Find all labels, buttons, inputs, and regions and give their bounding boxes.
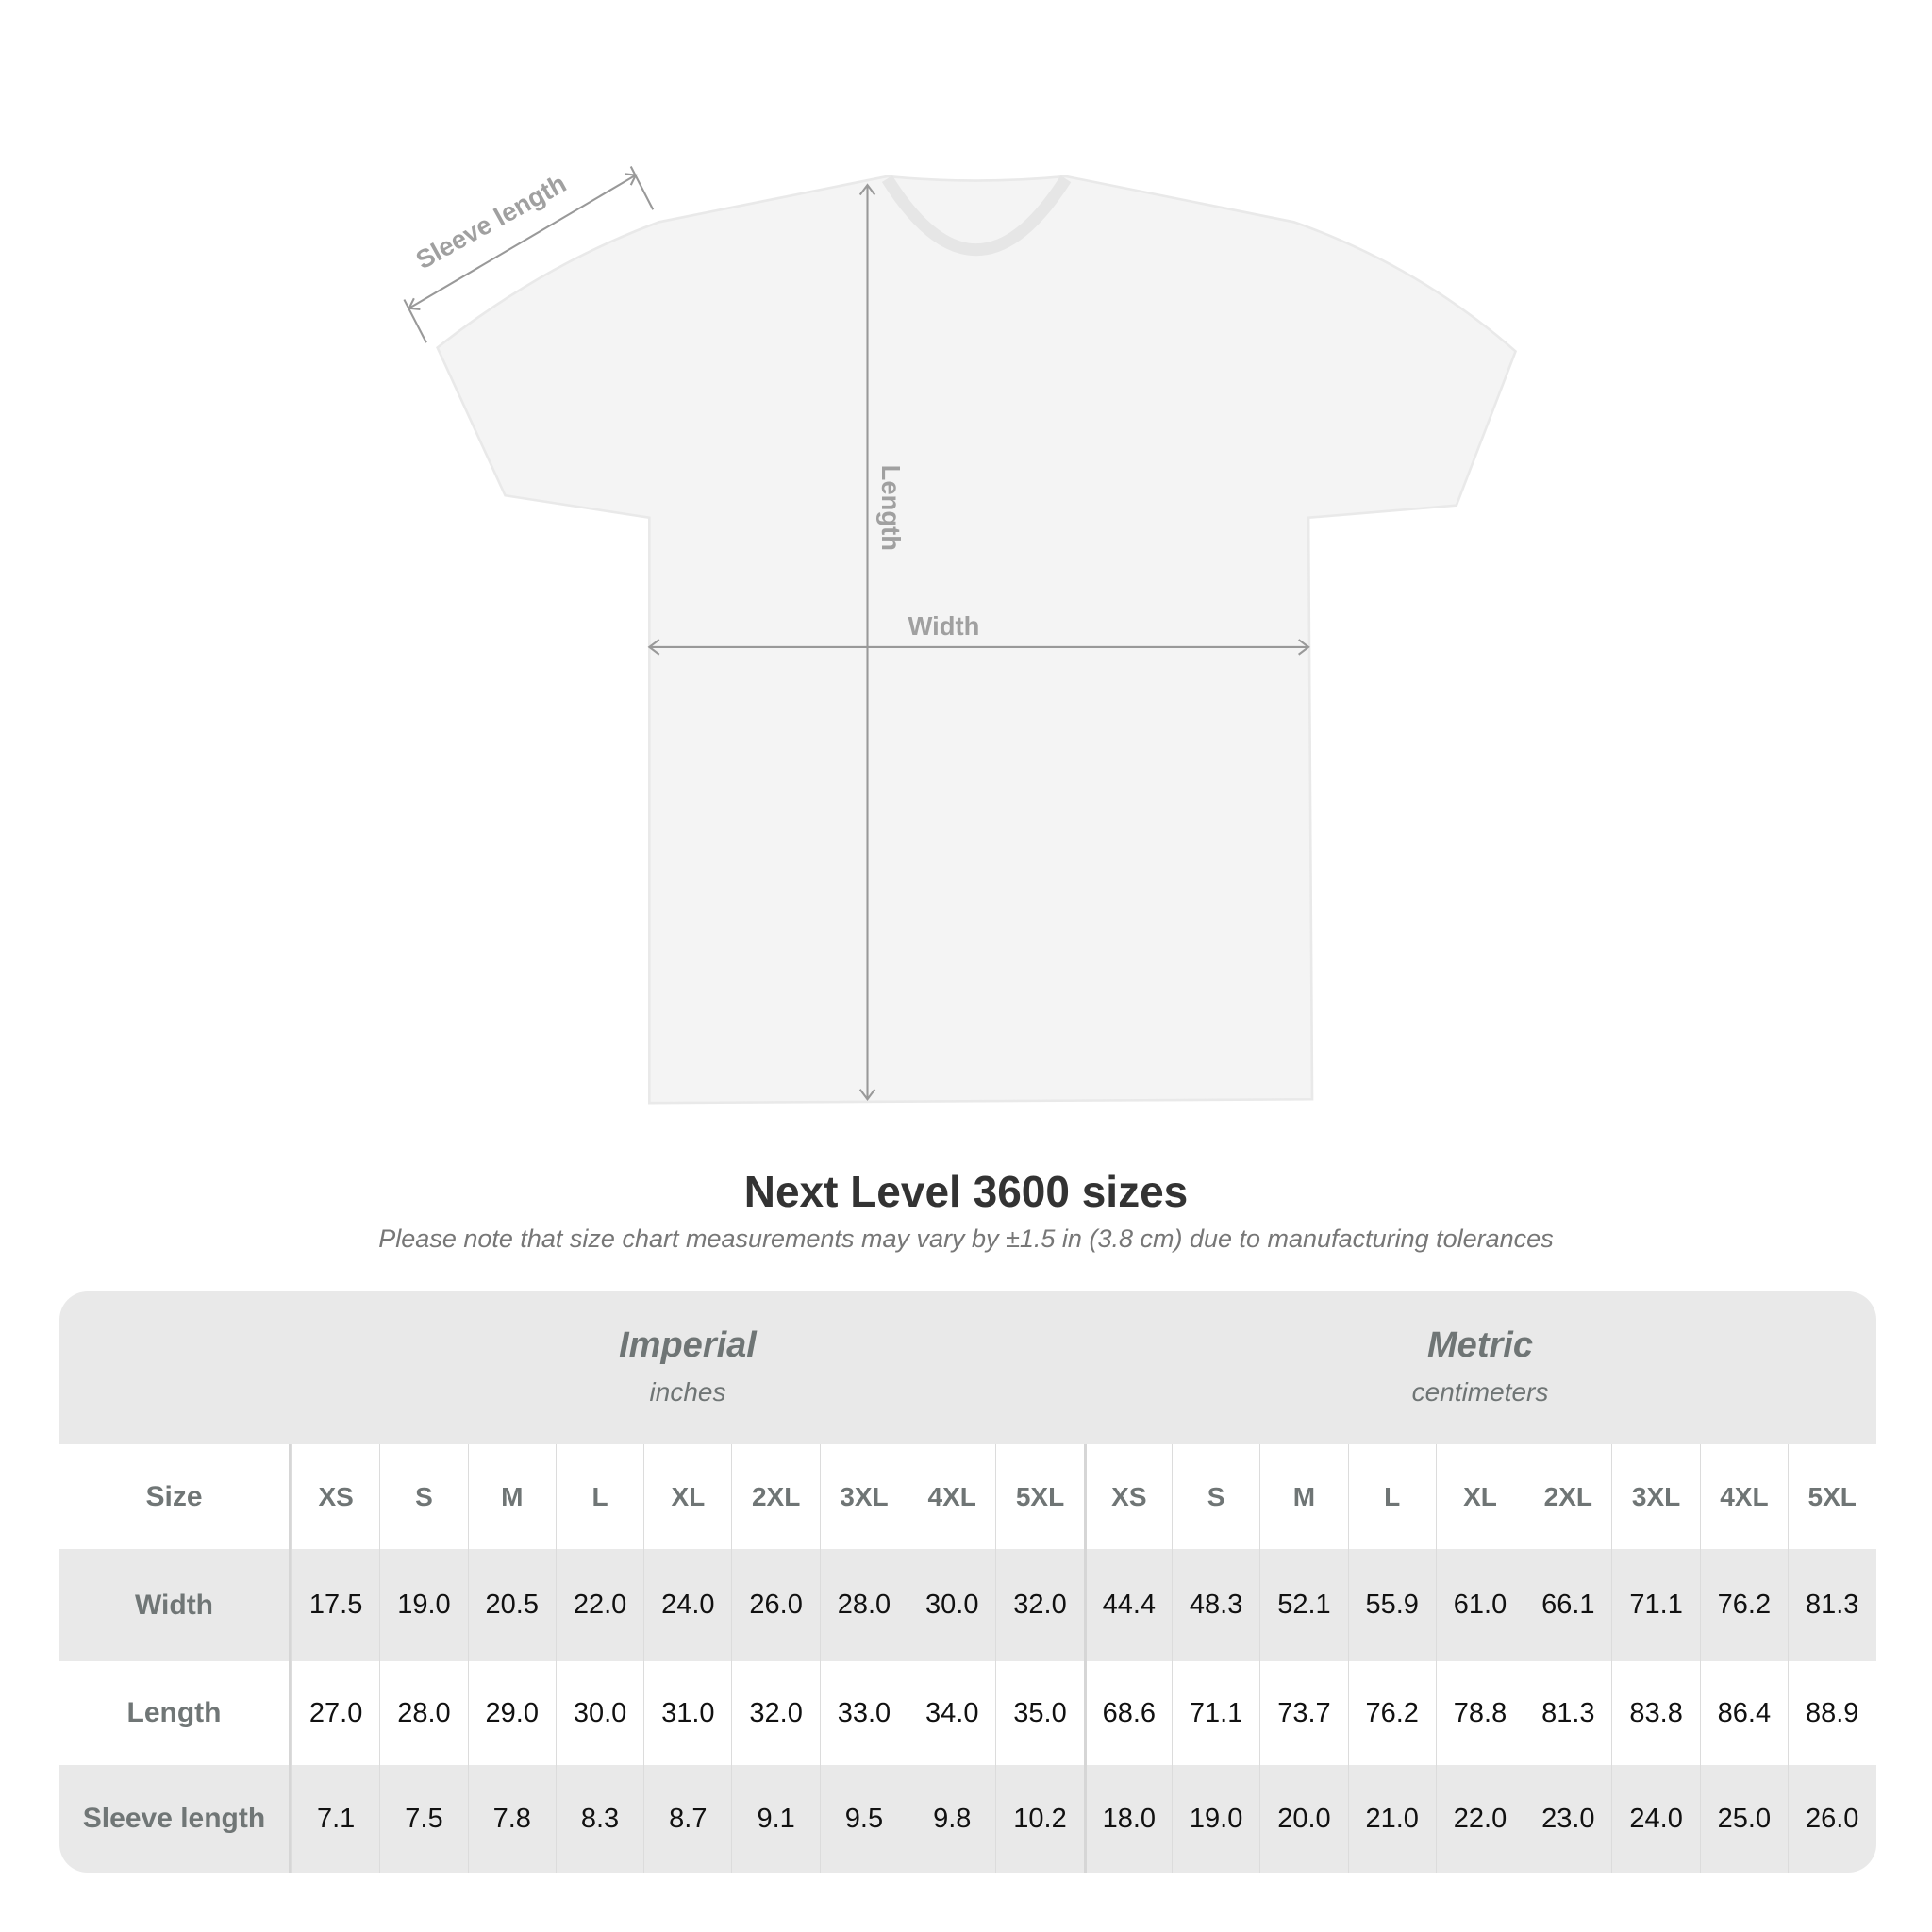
value-imperial: 26.0 <box>731 1549 819 1661</box>
value-metric: 24.0 <box>1611 1765 1699 1873</box>
size-metric: 2XL <box>1524 1444 1611 1549</box>
value-imperial: 35.0 <box>995 1661 1083 1765</box>
value-imperial: 22.0 <box>555 1549 643 1661</box>
table-row: Sleeve length 7.1 7.5 7.8 8.3 8.7 9.1 9.5 9.8 10.… <box>59 1765 1876 1873</box>
value-metric: 81.3 <box>1524 1661 1611 1765</box>
imperial-header: Imperial inches <box>291 1291 1084 1444</box>
size-imperial: 5XL <box>995 1444 1083 1549</box>
value-metric: 23.0 <box>1524 1765 1611 1873</box>
value-metric: 21.0 <box>1347 1765 1436 1873</box>
value-metric: 44.4 <box>1083 1549 1172 1661</box>
size-imperial: S <box>379 1444 467 1549</box>
value-imperial: 9.5 <box>819 1765 908 1873</box>
value-metric: 55.9 <box>1347 1549 1436 1661</box>
value-metric: 88.9 <box>1788 1661 1875 1765</box>
tshirt-shape <box>436 175 1518 1105</box>
sleeve-arrow <box>408 174 637 309</box>
size-imperial: XL <box>643 1444 731 1549</box>
value-metric: 71.1 <box>1171 1661 1259 1765</box>
value-metric: 81.3 <box>1788 1549 1875 1661</box>
size-imperial: XS <box>291 1444 379 1549</box>
width-label: Width <box>908 611 980 641</box>
value-imperial: 33.0 <box>819 1661 908 1765</box>
size-metric: XL <box>1435 1444 1524 1549</box>
value-imperial: 8.3 <box>555 1765 643 1873</box>
value-metric: 83.8 <box>1611 1661 1699 1765</box>
size-metric: 3XL <box>1611 1444 1699 1549</box>
value-imperial: 31.0 <box>643 1661 731 1765</box>
sleeve-length-label: Sleeve length <box>411 168 572 275</box>
metric-header: Metric centimeters <box>1084 1291 1876 1444</box>
metric-unit: centimeters <box>1411 1377 1549 1407</box>
value-metric: 20.0 <box>1259 1765 1347 1873</box>
size-imperial: L <box>555 1444 643 1549</box>
value-metric: 26.0 <box>1788 1765 1875 1873</box>
size-header-row: Size XS S M L XL 2XL 3XL 4XL 5XL XS S M L XL 2XL 3XL 4XL 5… <box>59 1444 1876 1549</box>
size-metric: L <box>1347 1444 1436 1549</box>
value-metric: 66.1 <box>1524 1549 1611 1661</box>
tshirt-diagram: Sleeve length Length Width <box>403 166 1518 1105</box>
row-label: Width <box>59 1549 291 1661</box>
value-imperial: 28.0 <box>379 1661 467 1765</box>
value-imperial: 20.5 <box>467 1549 556 1661</box>
value-metric: 18.0 <box>1083 1765 1172 1873</box>
table-row: Width 17.5 19.0 20.5 22.0 24.0 26.0 28.0 30.0 32.… <box>59 1549 1876 1661</box>
value-metric: 48.3 <box>1171 1549 1259 1661</box>
value-imperial: 34.0 <box>908 1661 995 1765</box>
value-metric: 52.1 <box>1259 1549 1347 1661</box>
value-imperial: 9.1 <box>731 1765 819 1873</box>
value-imperial: 19.0 <box>379 1549 467 1661</box>
size-metric: 4XL <box>1699 1444 1788 1549</box>
table-row: Length 27.0 28.0 29.0 30.0 31.0 32.0 33.0 34.0 35… <box>59 1661 1876 1765</box>
value-imperial: 9.8 <box>908 1765 995 1873</box>
value-imperial: 7.1 <box>291 1765 379 1873</box>
value-imperial: 29.0 <box>467 1661 556 1765</box>
value-metric: 68.6 <box>1083 1661 1172 1765</box>
value-metric: 61.0 <box>1435 1549 1524 1661</box>
value-imperial: 7.8 <box>467 1765 556 1873</box>
size-chart-table: Imperial inches Metric centimeters Size X… <box>59 1291 1876 1873</box>
value-metric: 19.0 <box>1171 1765 1259 1873</box>
value-imperial: 28.0 <box>819 1549 908 1661</box>
value-imperial: 8.7 <box>643 1765 731 1873</box>
imperial-title: Imperial <box>619 1325 757 1365</box>
value-metric: 86.4 <box>1699 1661 1788 1765</box>
value-imperial: 32.0 <box>995 1549 1083 1661</box>
value-imperial: 17.5 <box>291 1549 379 1661</box>
value-metric: 25.0 <box>1699 1765 1788 1873</box>
size-imperial: 4XL <box>908 1444 995 1549</box>
row-label: Size <box>59 1444 291 1549</box>
size-imperial: 2XL <box>731 1444 819 1549</box>
size-metric: XS <box>1083 1444 1172 1549</box>
length-label: Length <box>876 465 906 551</box>
value-imperial: 24.0 <box>643 1549 731 1661</box>
row-label: Length <box>59 1661 291 1765</box>
row-label: Sleeve length <box>59 1765 291 1873</box>
value-imperial: 7.5 <box>379 1765 467 1873</box>
value-imperial: 30.0 <box>908 1549 995 1661</box>
value-imperial: 10.2 <box>995 1765 1083 1873</box>
value-metric: 76.2 <box>1699 1549 1788 1661</box>
value-imperial: 32.0 <box>731 1661 819 1765</box>
page-title: Next Level 3600 sizes <box>743 1167 1189 1216</box>
size-metric: S <box>1171 1444 1259 1549</box>
imperial-unit: inches <box>649 1377 726 1407</box>
size-metric: 5XL <box>1788 1444 1875 1549</box>
metric-title: Metric <box>1427 1325 1533 1365</box>
size-imperial: 3XL <box>819 1444 908 1549</box>
value-metric: 76.2 <box>1347 1661 1436 1765</box>
value-imperial: 30.0 <box>555 1661 643 1765</box>
value-metric: 71.1 <box>1611 1549 1699 1661</box>
tolerance-note: Please note that size chart measurements… <box>378 1224 1554 1253</box>
value-imperial: 27.0 <box>291 1661 379 1765</box>
value-metric: 22.0 <box>1435 1765 1524 1873</box>
size-imperial: M <box>467 1444 556 1549</box>
value-metric: 73.7 <box>1259 1661 1347 1765</box>
size-metric: M <box>1259 1444 1347 1549</box>
value-metric: 78.8 <box>1435 1661 1524 1765</box>
collar <box>881 175 1072 257</box>
